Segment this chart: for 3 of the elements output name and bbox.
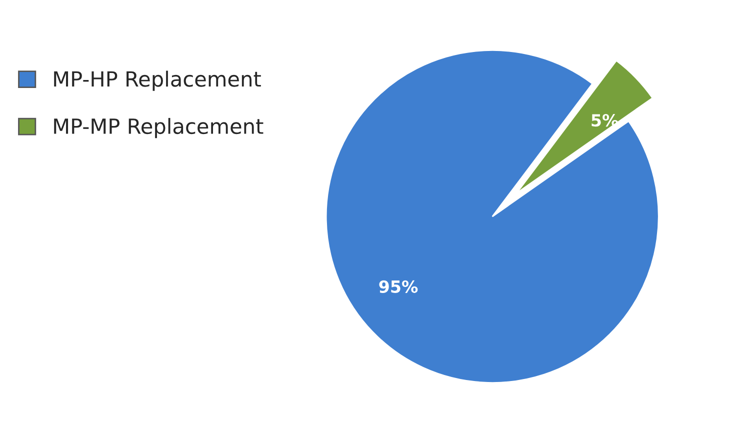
data-label: 95% [379, 280, 418, 293]
legend-label: MP-HP Replacement [54, 70, 261, 91]
legend-label: MP-MP Replacement [54, 118, 264, 138]
